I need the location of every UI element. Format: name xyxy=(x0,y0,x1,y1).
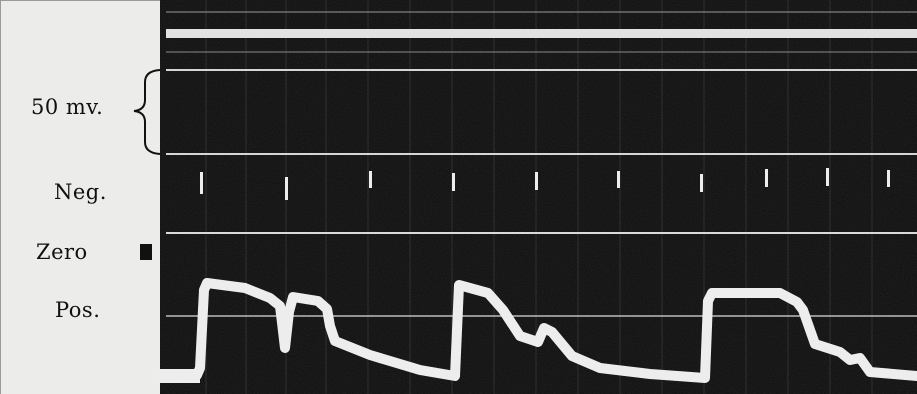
neg-tick xyxy=(535,172,538,190)
neg-tick xyxy=(452,173,455,191)
scale-bracket xyxy=(133,69,161,155)
zero-marker xyxy=(140,244,152,260)
neg-tick xyxy=(369,171,372,188)
scale-label: 50 mv. xyxy=(31,95,104,119)
neg-tick xyxy=(285,177,288,200)
neg-tick xyxy=(765,169,768,187)
neg-tick xyxy=(700,174,703,192)
neg-tick xyxy=(826,168,829,186)
baseline-start xyxy=(160,369,200,383)
neg-label: Neg. xyxy=(54,180,107,204)
action-potential-trace xyxy=(155,278,917,383)
neg-tick-marks xyxy=(200,168,890,200)
pos-label: Pos. xyxy=(55,298,101,322)
neg-tick xyxy=(200,172,203,194)
paper-margin xyxy=(0,0,160,394)
zero-label: Zero xyxy=(36,240,88,264)
neg-tick xyxy=(617,171,620,188)
top-band xyxy=(166,29,917,38)
neg-tick xyxy=(887,170,890,187)
